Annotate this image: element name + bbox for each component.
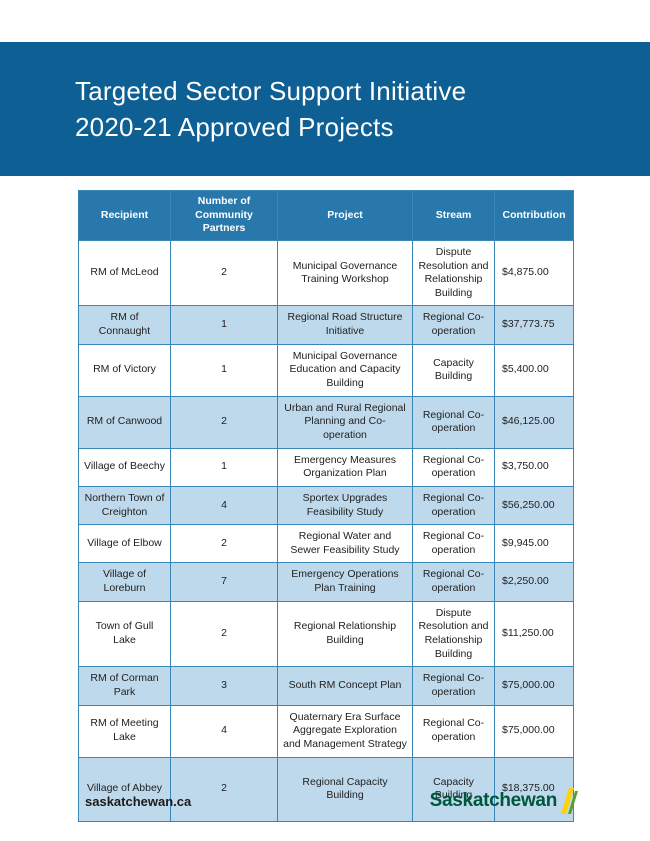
- cell-contribution: $18,375.00: [494, 756, 574, 822]
- page-title-line1: Targeted Sector Support Initiative: [75, 75, 467, 106]
- cell-project: Municipal Governance Training Workshop: [277, 239, 413, 307]
- cell-recipient: Village of Elbow: [78, 524, 171, 564]
- cell-recipient: Village of Loreburn: [78, 562, 171, 602]
- table-header-row: Recipient Number of Community Partners P…: [78, 190, 574, 241]
- cell-recipient: RM of McLeod: [78, 239, 171, 307]
- table-row: RM of Corman Park 3 South RM Concept Plan R…: [78, 666, 574, 706]
- cell-recipient: RM of Corman Park: [78, 666, 171, 706]
- table-row: Northern Town of Creighton 4 Sportex Upgra…: [78, 485, 574, 526]
- wheat-sheaf-icon: [561, 788, 578, 814]
- page-title: Targeted Sector Support Initiative 2020-…: [0, 73, 466, 146]
- table-row: RM of McLeod 2 Municipal Governance Traini…: [78, 239, 574, 307]
- cell-project: South RM Concept Plan: [277, 666, 413, 706]
- cell-project: Emergency Measures Organization Plan: [277, 447, 413, 487]
- cell-project: Sportex Upgrades Feasibility Study: [277, 485, 413, 526]
- cell-partners: 7: [170, 562, 278, 602]
- table-row: Village of Elbow 2 Regional Water and Sewe…: [78, 524, 574, 564]
- cell-contribution: $37,773.75: [494, 305, 574, 345]
- projects-table-container: Recipient Number of Community Partners P…: [78, 190, 574, 822]
- cell-project: Regional Relationship Building: [277, 600, 413, 668]
- table-row: RM of Meeting Lake 4 Quaternary Era Surfac…: [78, 704, 574, 758]
- cell-contribution: $5,400.00: [494, 343, 574, 397]
- cell-contribution: $75,000.00: [494, 704, 574, 758]
- cell-stream: Regional Co-operation: [412, 485, 495, 526]
- cell-contribution: $4,875.00: [494, 239, 574, 307]
- cell-recipient: RM of Meeting Lake: [78, 704, 171, 758]
- cell-contribution: $11,250.00: [494, 600, 574, 668]
- table-row: RM of Canwood 2 Urban and Rural Regional P…: [78, 395, 574, 449]
- cell-project: Municipal Governance Education and Capac…: [277, 343, 413, 397]
- cell-partners: 3: [170, 666, 278, 706]
- cell-partners: 2: [170, 395, 278, 449]
- cell-partners: 4: [170, 704, 278, 758]
- cell-contribution: $3,750.00: [494, 447, 574, 487]
- cell-recipient: RM of Victory: [78, 343, 171, 397]
- cell-stream: Regional Co-operation: [412, 447, 495, 487]
- cell-recipient: Village of Beechy: [78, 447, 171, 487]
- saskatchewan-logo-text: Saskatchewan: [429, 790, 558, 811]
- table-row: RM of Connaught 1 Regional Road Structure …: [78, 305, 574, 345]
- cell-partners: 1: [170, 305, 278, 345]
- footer-url: saskatchewan.ca: [85, 793, 192, 809]
- cell-partners: 2: [170, 239, 278, 307]
- column-header-stream: Stream: [412, 190, 495, 241]
- approved-projects-table: Recipient Number of Community Partners P…: [78, 190, 574, 822]
- cell-partners: 1: [170, 343, 278, 397]
- column-header-recipient: Recipient: [78, 190, 171, 241]
- cell-project: Emergency Operations Plan Training: [277, 562, 413, 602]
- cell-partners: 4: [170, 485, 278, 526]
- column-header-contribution: Contribution: [494, 190, 574, 241]
- cell-recipient: RM of Connaught: [78, 305, 171, 345]
- cell-contribution: $75,000.00: [494, 666, 574, 706]
- table-row: Village of Beechy 1 Emergency Measures Org…: [78, 447, 574, 487]
- header-banner: Targeted Sector Support Initiative 2020-…: [0, 42, 650, 176]
- saskatchewan-logo: Saskatchewan: [430, 788, 578, 814]
- cell-stream: Regional Co-operation: [412, 524, 495, 564]
- table-row: Village of Loreburn 7 Emergency Operations…: [78, 562, 574, 602]
- cell-project: Regional Water and Sewer Feasibility Stu…: [277, 524, 413, 564]
- cell-stream: Regional Co-operation: [412, 704, 495, 758]
- cell-stream: Dispute Resolution and Relationship Buil…: [412, 239, 495, 307]
- page-footer: saskatchewan.ca Saskatchewan: [0, 788, 650, 814]
- table-row: RM of Victory 1 Municipal Governance Educa…: [78, 343, 574, 397]
- cell-recipient: Town of Gull Lake: [78, 600, 171, 668]
- cell-stream: Capacity Building: [412, 756, 495, 822]
- table-row: Town of Gull Lake 2 Regional Relationship …: [78, 600, 574, 668]
- cell-stream: Dispute Resolution and Relationship Buil…: [412, 600, 495, 668]
- cell-partners: 2: [170, 524, 278, 564]
- cell-contribution: $2,250.00: [494, 562, 574, 602]
- cell-contribution: $9,945.00: [494, 524, 574, 564]
- cell-contribution: $56,250.00: [494, 485, 574, 526]
- cell-stream: Regional Co-operation: [412, 562, 495, 602]
- cell-recipient: Northern Town of Creighton: [78, 485, 171, 526]
- cell-stream: Regional Co-operation: [412, 666, 495, 706]
- column-header-partners: Number of Community Partners: [170, 190, 278, 241]
- cell-project: Regional Road Structure Initiative: [277, 305, 413, 345]
- cell-recipient: RM of Canwood: [78, 395, 171, 449]
- column-header-project: Project: [277, 190, 413, 241]
- cell-stream: Capacity Building: [412, 343, 495, 397]
- cell-project: Urban and Rural Regional Planning and Co…: [277, 395, 413, 449]
- cell-project: Quaternary Era Surface Aggregate Explora…: [277, 704, 413, 758]
- cell-contribution: $46,125.00: [494, 395, 574, 449]
- cell-recipient: Village of Abbey: [78, 756, 171, 822]
- table-row: Village of Abbey 2 Regional Capacity Build…: [78, 756, 574, 822]
- cell-stream: Regional Co-operation: [412, 395, 495, 449]
- cell-stream: Regional Co-operation: [412, 305, 495, 345]
- cell-project: Regional Capacity Building: [277, 756, 413, 822]
- cell-partners: 1: [170, 447, 278, 487]
- page-title-line2: 2020-21 Approved Projects: [75, 112, 394, 142]
- cell-partners: 2: [170, 600, 278, 668]
